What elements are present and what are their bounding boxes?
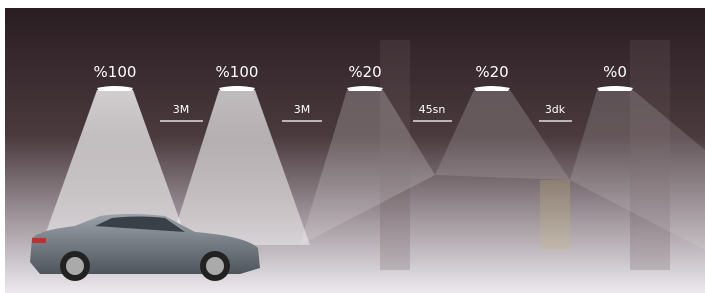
gap-label: 3M	[173, 103, 190, 116]
lamp-label: %20	[348, 63, 381, 81]
lamp-label: %0	[603, 63, 627, 81]
lamp-label: %20	[475, 63, 508, 81]
gap-label: 45sn	[419, 103, 446, 116]
gap-label: 3dk	[545, 103, 566, 116]
lamp-label: %100	[216, 63, 259, 81]
lamp-label: %100	[94, 63, 137, 81]
page: %100 %100 %20 %20 %0 3M 3M 45sn 3dk (() …	[0, 0, 705, 293]
gap-label: 3M	[294, 103, 311, 116]
scene: %100 %100 %20 %20 %0 3M 3M 45sn 3dk	[0, 0, 705, 293]
